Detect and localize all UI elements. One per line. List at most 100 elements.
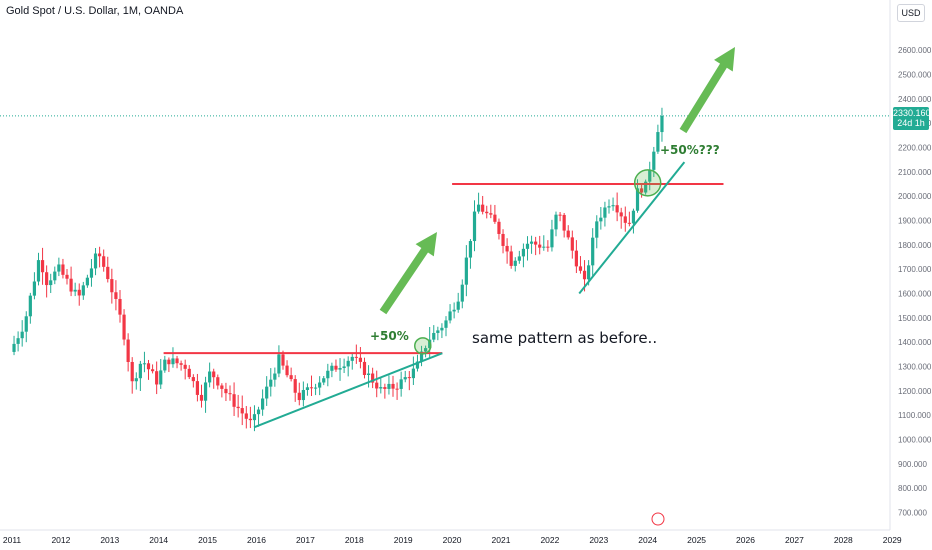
candle-body — [77, 289, 81, 296]
candle-body — [69, 278, 73, 292]
candle-body — [224, 388, 228, 394]
candle-body — [281, 354, 285, 366]
x-tick-label: 2019 — [394, 535, 413, 545]
candle-body — [159, 370, 163, 385]
candle-body — [550, 229, 554, 248]
currency-button[interactable]: USD — [897, 4, 925, 22]
candle-body — [391, 383, 395, 389]
candle-body — [407, 377, 411, 379]
candle-body — [546, 246, 550, 248]
x-tick-label: 2015 — [198, 535, 217, 545]
y-tick-label: 1600.000 — [898, 290, 932, 299]
candle-body — [525, 243, 530, 249]
candle-body — [122, 314, 126, 340]
candle-body — [415, 361, 420, 369]
projection-arrow-2 — [679, 47, 735, 134]
candle-body — [85, 277, 89, 286]
candle-body — [354, 356, 358, 358]
candle-body — [452, 309, 456, 312]
candle-body — [199, 394, 204, 401]
y-tick-label: 1500.000 — [898, 314, 932, 323]
candle-body — [591, 237, 595, 266]
candle-body — [631, 210, 636, 224]
candle-body — [45, 272, 49, 286]
candle-body — [232, 394, 236, 407]
candle-body — [358, 357, 363, 362]
candle-body — [493, 214, 497, 222]
candle-body — [656, 132, 660, 152]
x-tick-label: 2013 — [100, 535, 119, 545]
candle-body — [195, 381, 200, 395]
candle-body — [513, 260, 517, 266]
candle-body — [309, 387, 314, 389]
candle-body — [89, 268, 94, 278]
candle-body — [187, 368, 191, 378]
candle-body — [134, 378, 138, 382]
candle-body — [114, 292, 118, 299]
candle-body — [118, 298, 122, 315]
candle-body — [505, 245, 509, 252]
y-tick-label: 700.000 — [898, 509, 927, 518]
candle-body — [179, 363, 183, 365]
candle-body — [383, 387, 387, 389]
x-tick-label: 2017 — [296, 535, 315, 545]
drawings — [0, 47, 890, 526]
candle-body — [93, 253, 98, 269]
y-tick-label: 1400.000 — [898, 338, 932, 347]
candle-body — [595, 221, 599, 238]
candle-body — [40, 260, 45, 273]
price-axis[interactable]: 700.000 800.000 900.000 1000.000 1100.000 120… — [889, 0, 932, 530]
x-tick-label: 2012 — [51, 535, 70, 545]
candle-body — [485, 211, 489, 214]
candle-body — [24, 316, 28, 332]
candle-body — [587, 265, 591, 280]
candle-body — [472, 211, 477, 242]
y-tick-label: 1200.000 — [898, 387, 932, 396]
candle-body — [150, 369, 155, 372]
candle-body — [375, 382, 379, 389]
x-tick-label: 2026 — [736, 535, 755, 545]
x-tick-label: 2020 — [443, 535, 462, 545]
candle-body — [228, 393, 232, 395]
candle-body — [277, 354, 281, 374]
candle-body — [521, 248, 526, 257]
candle-body — [305, 387, 310, 391]
candle-body — [607, 206, 611, 208]
last-price-tag: 2330.160 24d 1h — [893, 107, 931, 130]
events-icon — [651, 512, 665, 526]
candle-body — [256, 409, 261, 415]
y-tick-label: 1100.000 — [898, 411, 931, 420]
x-tick-label: 2028 — [834, 535, 853, 545]
candle-body — [627, 222, 631, 224]
candle-body — [183, 364, 187, 369]
candle-body — [236, 406, 240, 409]
candle-body — [476, 204, 481, 212]
candle-body — [419, 351, 424, 362]
candle-body — [346, 360, 350, 367]
annotation-pct-2: +50%??? — [660, 143, 720, 157]
candle-body — [102, 256, 106, 267]
y-tick-label: 2200.000 — [898, 144, 932, 153]
candle-body — [269, 379, 273, 387]
candle-body — [285, 365, 289, 376]
candle-body — [248, 418, 252, 421]
candle-body — [318, 382, 322, 388]
candle-body — [644, 181, 648, 193]
candle-body — [660, 115, 664, 133]
candle-body — [293, 379, 297, 393]
y-tick-label: 2000.000 — [898, 192, 932, 201]
candle-body — [428, 339, 432, 349]
x-tick-label: 2021 — [492, 535, 511, 545]
candle-body — [106, 266, 110, 280]
candle-body — [424, 348, 428, 352]
candle-body — [411, 368, 415, 379]
candle-body — [16, 338, 20, 344]
candle-body — [481, 204, 485, 212]
candle-body — [448, 311, 452, 321]
candle-body — [32, 281, 37, 296]
candle-body — [240, 408, 244, 414]
candle-body — [456, 301, 460, 310]
time-axis[interactable]: 2011 2012 2013 2014 2015 2016 2017 2018 2019 2020… — [0, 529, 902, 545]
candle-body — [313, 387, 318, 389]
